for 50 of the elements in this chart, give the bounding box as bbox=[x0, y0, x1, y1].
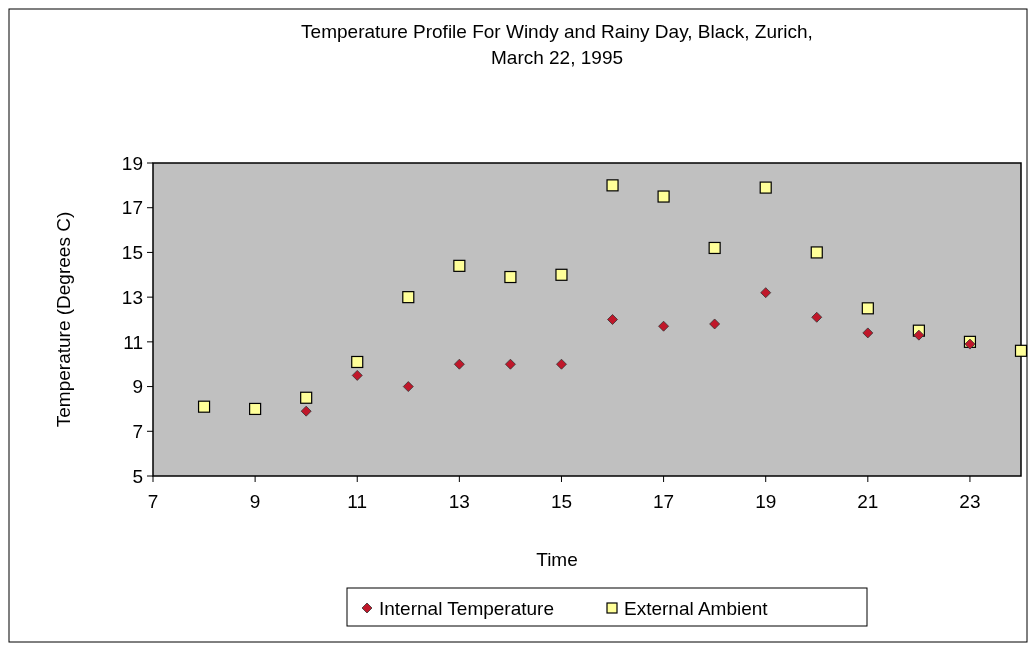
y-tick-label: 19 bbox=[121, 152, 143, 174]
point bbox=[453, 259, 466, 272]
y-tick-label: 17 bbox=[121, 197, 143, 219]
point bbox=[760, 287, 772, 299]
x-tick-label: 19 bbox=[755, 491, 777, 512]
point bbox=[300, 391, 313, 404]
point bbox=[402, 381, 414, 392]
x-tick-label: 17 bbox=[653, 491, 675, 512]
y-tick-label: 5 bbox=[132, 465, 143, 487]
point bbox=[351, 369, 363, 381]
point bbox=[861, 302, 874, 315]
point bbox=[708, 241, 721, 255]
point bbox=[913, 329, 925, 341]
point bbox=[555, 268, 568, 281]
point bbox=[657, 190, 670, 203]
legend-label: Internal Temperature bbox=[379, 597, 554, 619]
point bbox=[249, 402, 262, 416]
point bbox=[811, 311, 823, 323]
y-tick-label: 11 bbox=[123, 331, 143, 353]
x-tick-label: 7 bbox=[147, 491, 159, 512]
y-tick-label: 7 bbox=[132, 420, 143, 442]
point bbox=[556, 358, 567, 370]
point bbox=[709, 318, 721, 330]
x-tick-label: 15 bbox=[550, 491, 573, 512]
point bbox=[1014, 344, 1028, 357]
point bbox=[862, 327, 874, 339]
y-tick-label: 13 bbox=[121, 286, 143, 308]
x-tick-label: 23 bbox=[959, 491, 981, 512]
point bbox=[658, 320, 669, 332]
point bbox=[453, 358, 465, 370]
x-tick-label: 13 bbox=[448, 491, 470, 512]
y-tick-label: 15 bbox=[121, 242, 143, 264]
point bbox=[606, 179, 619, 192]
point bbox=[759, 181, 772, 194]
point bbox=[402, 291, 415, 304]
legend-label: External Ambient bbox=[624, 597, 769, 619]
point bbox=[197, 400, 211, 413]
point bbox=[505, 358, 516, 370]
x-tick-label: 9 bbox=[249, 491, 261, 512]
point bbox=[351, 355, 364, 369]
point bbox=[504, 270, 517, 284]
x-axis-title: Time bbox=[536, 549, 578, 570]
x-tick-label: 21 bbox=[857, 491, 879, 512]
point bbox=[300, 405, 312, 417]
point bbox=[810, 246, 823, 259]
y-tick-label: 9 bbox=[132, 376, 143, 398]
chart-title: Temperature Profile For Windy and Rainy Day, Black, Zurich, March 22, 1995 bbox=[301, 21, 813, 68]
y-axis-title: Temperature (Degrees C) bbox=[53, 211, 74, 428]
point bbox=[607, 314, 618, 325]
x-tick-label: 11 bbox=[347, 491, 368, 512]
